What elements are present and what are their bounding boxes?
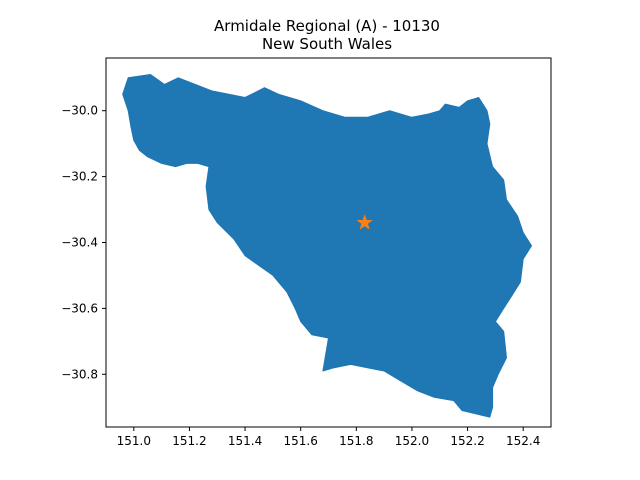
y-tick-label: −30.6 — [61, 301, 98, 315]
x-tick-label: 151.8 — [339, 434, 373, 448]
centroid-star-marker — [356, 214, 373, 230]
x-tick-label: 151.0 — [117, 434, 151, 448]
y-tick-label: −30.8 — [61, 367, 98, 381]
x-tick-label: 152.4 — [506, 434, 540, 448]
x-tick-label: 151.4 — [228, 434, 262, 448]
map-title: Armidale Regional (A) - 10130 — [214, 17, 440, 35]
map-subtitle: New South Wales — [262, 35, 392, 53]
y-tick-label: −30.0 — [61, 104, 98, 118]
x-tick-label: 151.2 — [172, 434, 206, 448]
x-tick-label: 152.0 — [395, 434, 429, 448]
x-tick-label: 152.2 — [450, 434, 484, 448]
x-axis: 151.0 151.2 151.4 151.6 151.8 152.0 152.2 152.4 — [117, 427, 540, 448]
y-tick-label: −30.4 — [61, 236, 98, 250]
y-tick-label: −30.2 — [61, 170, 98, 184]
plot-area — [122, 74, 532, 418]
y-axis: −30.0 −30.2 −30.4 −30.6 −30.8 — [61, 104, 106, 381]
axes-frame — [105, 57, 552, 428]
region-polygon — [122, 74, 532, 418]
x-tick-label: 151.6 — [284, 434, 318, 448]
